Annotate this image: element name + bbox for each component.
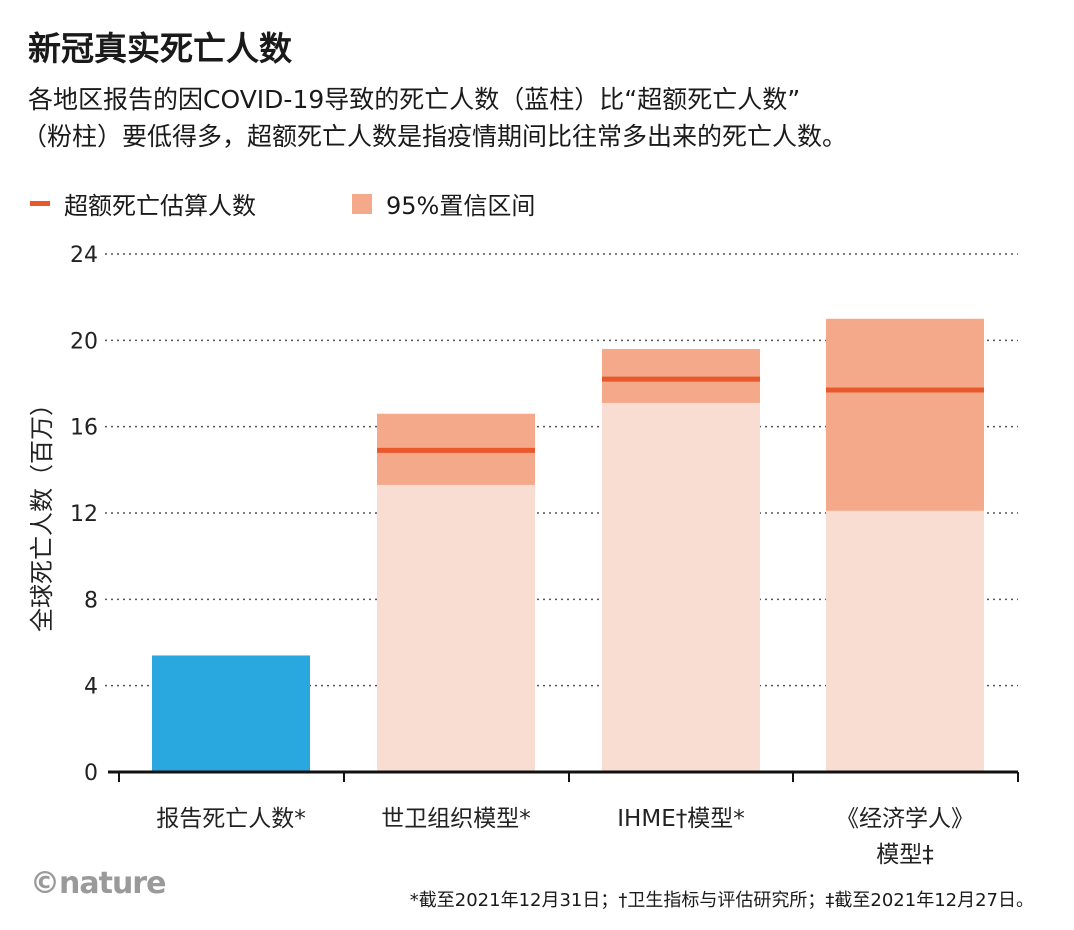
y-tick-label: 12 (70, 502, 98, 527)
footnote: *截至2021年12月31日；†卫生指标与评估研究所；‡截至2021年12月27… (409, 890, 1034, 911)
y-tick-label: 4 (84, 675, 98, 700)
y-axis-label: 全球死亡人数（百万） (28, 392, 56, 632)
x-tick-label: IHME†模型* (617, 806, 744, 832)
excess-base-bar (826, 510, 984, 772)
y-tick-label: 0 (84, 761, 98, 786)
x-tick-label: 《经济学人》 (836, 806, 974, 832)
y-tick-label: 24 (70, 243, 98, 268)
y-tick-label: 8 (84, 588, 98, 613)
excess-base-bar (377, 484, 535, 772)
subtitle-line-1: 各地区报告的因COVID-19导致的死亡人数（蓝柱）比“超额死亡人数” (28, 85, 801, 114)
legend-ci: 95%置信区间 (352, 186, 535, 221)
ci-swatch (352, 193, 372, 214)
chart-title: 新冠真实死亡人数 (28, 29, 292, 68)
nature-logo: ©nature (30, 866, 166, 901)
subtitle-line-2: （粉柱）要低得多，超额死亡人数是指疫情期间比往常多出来的死亡人数。 (22, 122, 848, 151)
ci-bar (602, 348, 760, 403)
ci-bar (826, 318, 984, 511)
x-tick-label: 模型‡ (876, 842, 934, 868)
legend-estimate: 超额死亡估算人数 (30, 186, 256, 221)
x-tick-label: 世卫组织模型* (381, 806, 531, 832)
legend-estimate-label: 超额死亡估算人数 (64, 192, 256, 220)
excess-base-bar (602, 402, 760, 772)
reported-bar (152, 655, 310, 772)
y-tick-label: 20 (70, 329, 98, 354)
y-tick-label: 16 (70, 416, 98, 441)
estimate-line-swatch (30, 201, 50, 206)
legend-ci-label: 95%置信区间 (386, 192, 536, 220)
x-tick-label: 报告死亡人数* (156, 806, 306, 832)
